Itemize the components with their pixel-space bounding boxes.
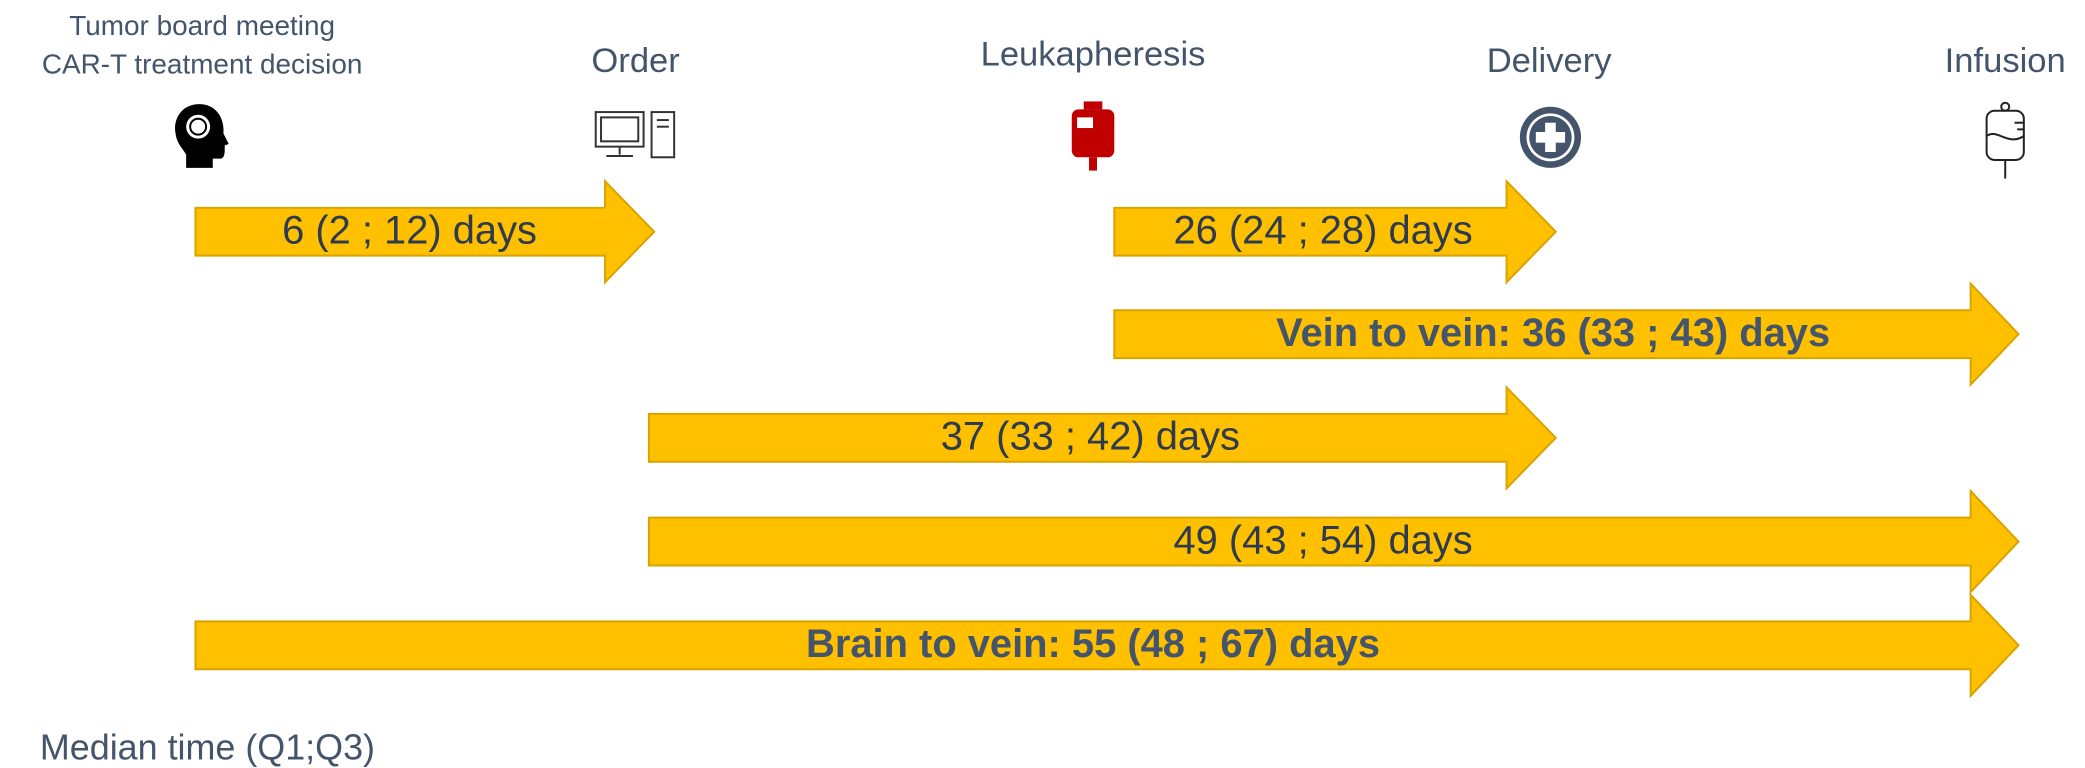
milestone-label: Leukapheresis xyxy=(981,36,1206,74)
arrow xyxy=(194,178,656,285)
arrow-label: 26 (24 ; 28) days xyxy=(1173,209,1472,253)
blood-bag-icon xyxy=(1071,101,1115,171)
arrow-label: Brain to vein: 55 (48 ; 67) days xyxy=(806,622,1380,666)
arrow xyxy=(1113,281,2020,388)
brain-head-icon xyxy=(175,104,229,168)
milestone-label: Infusion xyxy=(1945,42,2066,80)
arrow xyxy=(647,488,2020,595)
footnote: Median time (Q1;Q3) xyxy=(40,728,375,768)
arrow xyxy=(194,592,2020,699)
milestone-label: Order xyxy=(591,42,679,80)
arrow xyxy=(647,384,1558,491)
milestone-label: CAR-T treatment decision xyxy=(42,49,363,80)
computer-icon xyxy=(594,111,676,159)
arrow-label: Vein to vein: 36 (33 ; 43) days xyxy=(1276,311,1830,355)
arrow-label: 37 (33 ; 42) days xyxy=(941,415,1240,459)
arrow xyxy=(1113,178,1558,285)
arrow-label: 6 (2 ; 12) days xyxy=(282,209,537,253)
milestone-label: Delivery xyxy=(1487,42,1613,80)
milestone-label: Tumor board meeting xyxy=(69,10,335,41)
arrow-label: 49 (43 ; 54) days xyxy=(1173,518,1472,562)
medical-cross-icon xyxy=(1519,106,1582,168)
iv-bag-icon xyxy=(1985,101,2025,179)
